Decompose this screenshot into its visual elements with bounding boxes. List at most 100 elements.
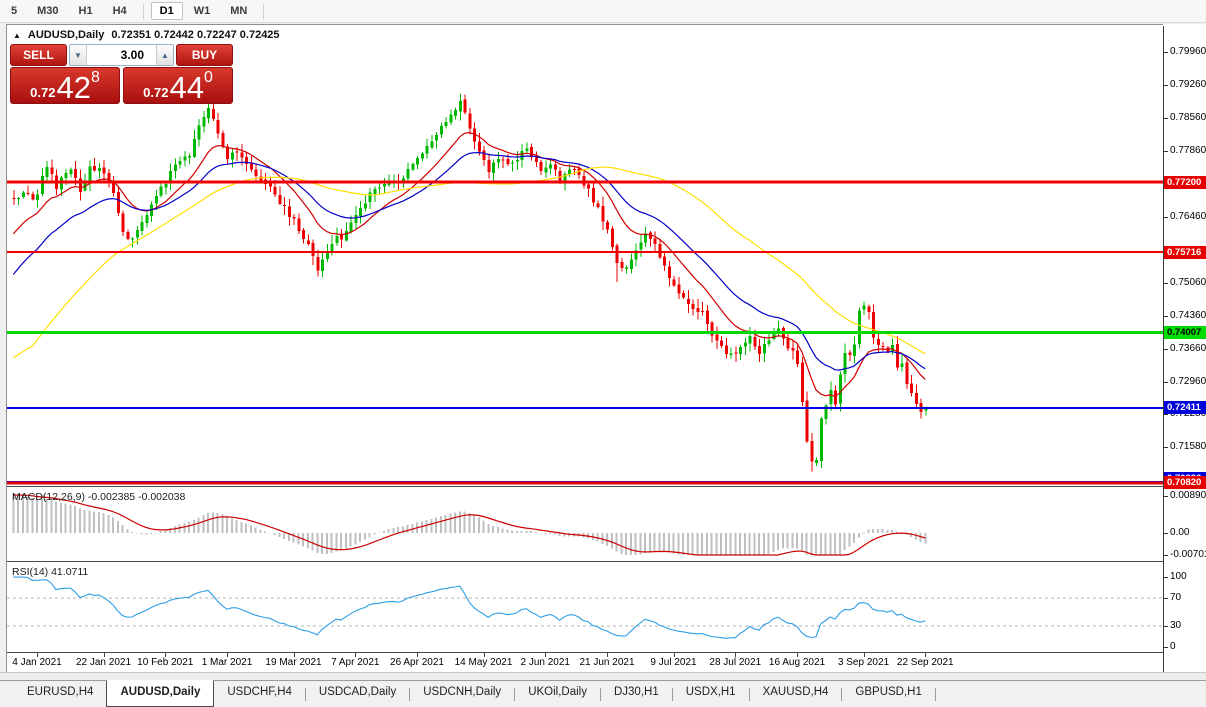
time-tick	[925, 653, 927, 657]
sell-button[interactable]: SELL	[10, 44, 67, 66]
tab-separator	[409, 687, 411, 701]
time-tick-label: 22 Jan 2021	[75, 657, 132, 668]
chart-tab-dj30-h1[interactable]: DJ30,H1	[613, 686, 659, 698]
time-tick	[863, 653, 865, 657]
volume-input[interactable]	[87, 45, 156, 65]
rsi-axis-label: 70	[1170, 592, 1182, 603]
timeframe-button-h4[interactable]: H4	[104, 2, 136, 20]
tab-separator	[934, 687, 936, 701]
price-tick-label: 0.76460	[1170, 210, 1206, 222]
time-tick	[165, 653, 167, 657]
sell-price-main: 42	[56, 69, 91, 105]
time-tick	[545, 653, 547, 657]
axis-tick	[1164, 282, 1168, 284]
volume-decrease-button[interactable]: ▼	[70, 45, 87, 65]
time-tick-label: 28 Jul 2021	[709, 657, 762, 668]
macd-label: MACD(12,26,9) -0.002385 -0.002038	[12, 491, 186, 503]
price-tick-label: 0.72960	[1170, 376, 1206, 387]
price-tick-label: 0.78560	[1170, 111, 1206, 123]
axis-tick	[1164, 533, 1168, 534]
volume-increase-button[interactable]: ▲	[156, 45, 173, 65]
axis-tick	[1164, 348, 1168, 350]
chart-tab-usdcnh-daily[interactable]: USDCNH,Daily	[423, 686, 502, 698]
time-tick	[607, 653, 608, 657]
price-tick-label: 0.77860	[1170, 144, 1206, 156]
one-click-toggle-icon[interactable]: ▲	[13, 30, 21, 40]
chart-tab-gbpusd-h1[interactable]: GBPUSD,H1	[855, 686, 922, 698]
buy-price-display[interactable]: 0.72 44 0	[123, 67, 233, 104]
chart-ohlc-values: 0.72351 0.72442 0.72247 0.72425	[111, 29, 280, 41]
time-tick-label: 9 Jul 2021	[650, 657, 697, 668]
timeframe-button-h1[interactable]: H1	[70, 2, 102, 20]
price-tick-label: 0.79260	[1170, 78, 1206, 90]
time-tick-label: 16 Aug 2021	[768, 657, 826, 668]
bottom-strip	[0, 672, 1206, 680]
axis-tick	[1164, 626, 1168, 627]
axis-tick	[1164, 647, 1168, 648]
price-badge-0.74007: 0.74007	[1164, 326, 1206, 340]
time-tick	[37, 653, 38, 657]
macd-pane[interactable]	[7, 488, 1163, 562]
axis-tick	[1164, 447, 1168, 449]
timeframe-button-m30[interactable]: M30	[28, 2, 67, 20]
axis-tick	[1164, 150, 1168, 152]
axis-tick	[1164, 577, 1168, 578]
rsi-axis-label: 100	[1170, 571, 1187, 582]
time-tick	[735, 653, 737, 657]
tab-separator	[599, 687, 601, 701]
toolbar-separator	[263, 3, 265, 19]
chart-tab-usdx-h1[interactable]: USDX,H1	[685, 686, 736, 698]
time-tick-label: 3 Sep 2021	[837, 657, 890, 668]
timeframe-button-d1[interactable]: D1	[150, 2, 183, 20]
chart-tab-usdchf-h4[interactable]: USDCHF,H4	[227, 686, 292, 698]
price-tick-label: 0.75060	[1170, 276, 1206, 288]
rsi-pane[interactable]	[7, 562, 1163, 653]
time-axis: 4 Jan 2021 22 Jan 2021 10 Feb 2021 1 Mar 20…	[7, 653, 1163, 672]
macd-axis-label: 0.008904	[1170, 490, 1206, 501]
axis-tick	[1164, 117, 1168, 119]
time-tick	[227, 653, 228, 657]
time-tick	[483, 653, 485, 657]
timeframe-button-w1[interactable]: W1	[185, 2, 220, 20]
chart-tab-eurusd-h4[interactable]: EURUSD,H4	[27, 686, 94, 698]
chart-symbol-label: AUDUSD,Daily	[27, 29, 105, 41]
chart-tab-ukoil-daily[interactable]: UKOil,Daily	[528, 686, 587, 698]
time-tick-label: 7 Apr 2021	[331, 657, 380, 668]
time-tick-label: 4 Jan 2021	[12, 657, 62, 668]
price-tick-label: 0.74360	[1170, 309, 1206, 321]
price-badge-0.75716: 0.75716	[1164, 245, 1206, 259]
rsi-label: RSI(14) 41.0711	[12, 566, 89, 578]
time-tick-label: 14 May 2021	[454, 657, 513, 668]
chart-tab-audusd-daily[interactable]: AUDUSD,Daily	[106, 680, 215, 707]
chart-tab-usdcad-daily[interactable]: USDCAD,Daily	[318, 686, 397, 698]
time-tick	[293, 653, 295, 657]
axis-tick	[1164, 51, 1168, 53]
buy-button[interactable]: BUY	[176, 44, 233, 66]
axis-tick	[1164, 382, 1168, 383]
buy-price-sup: 0	[203, 69, 213, 86]
sell-price-sup: 8	[90, 69, 100, 86]
chart-tabs-bar: EURUSD,H4 AUDUSD,Daily USDCHF,H4 USDCAD,Dai…	[0, 680, 1206, 707]
price-badge-0.77200: 0.77200	[1164, 175, 1206, 189]
axis-tick	[1164, 496, 1168, 497]
axis-tick	[1164, 216, 1168, 218]
axis-tick	[1164, 414, 1168, 416]
rsi-axis-label: 0	[1170, 641, 1176, 652]
axis-tick	[1164, 598, 1168, 599]
chart-tab-xauusd-h4[interactable]: XAUUSD,H4	[762, 686, 829, 698]
tab-separator	[304, 687, 306, 701]
timeframe-button-mn[interactable]: MN	[221, 2, 256, 20]
timeframe-button-5[interactable]: 5	[2, 2, 26, 20]
timeframe-toolbar: 5 M30 H1 H4 D1 W1 MN	[0, 0, 1206, 23]
time-tick-label: 21 Jun 2021	[579, 657, 635, 668]
time-tick-label: 26 Apr 2021	[390, 657, 444, 668]
buy-price-main: 44	[169, 69, 204, 105]
price-tick-label: 0.79960	[1170, 45, 1206, 57]
time-tick-label: 10 Feb 2021	[137, 657, 194, 668]
sell-price-display[interactable]: 0.72 42 8	[10, 67, 120, 104]
axis-tick	[1164, 555, 1168, 556]
time-tick	[797, 653, 798, 657]
axis-tick	[1164, 315, 1168, 317]
